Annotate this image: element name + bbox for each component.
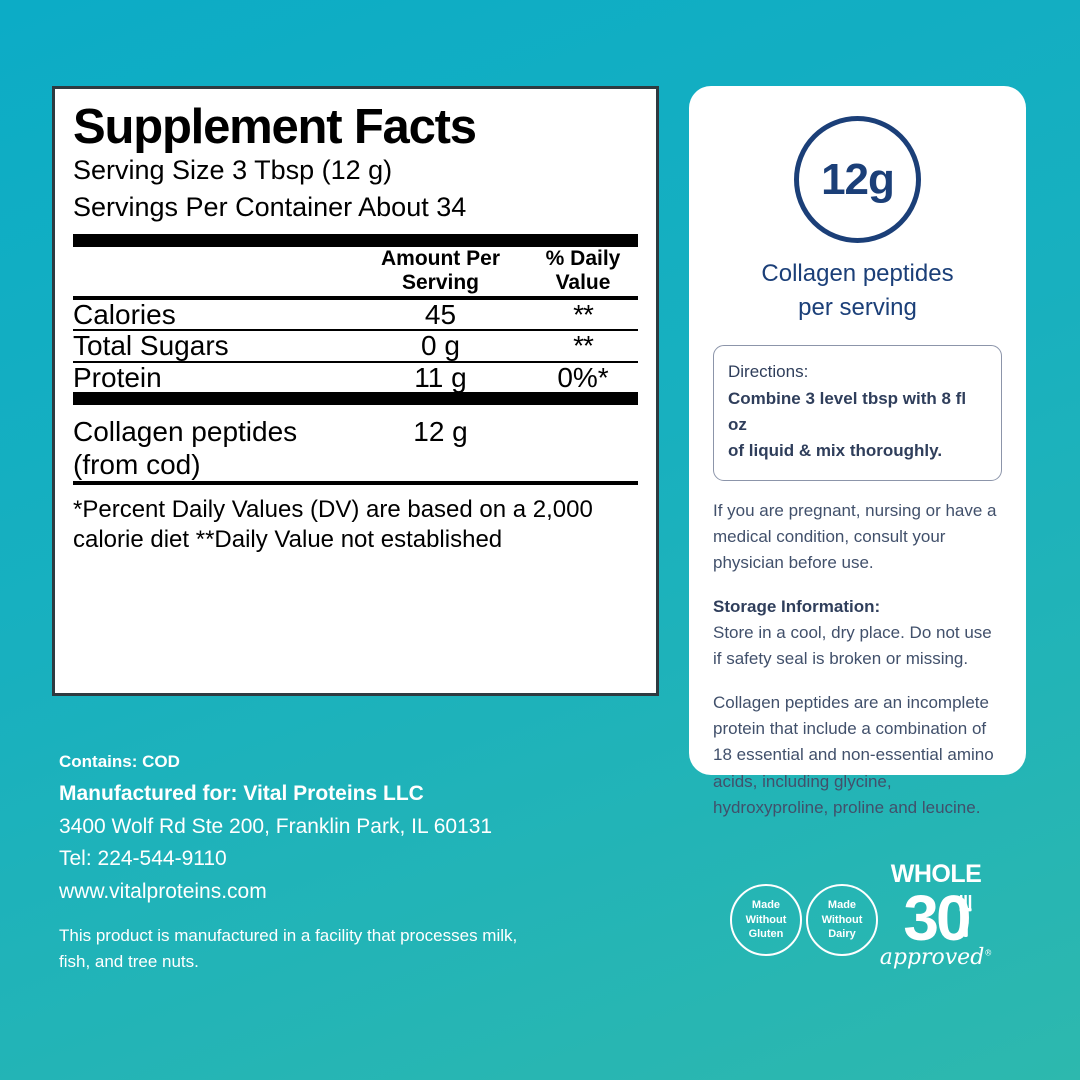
product-info-card: 12g Collagen peptides per serving Direct… [689,86,1026,817]
row-label: Calories [73,299,176,331]
pregnancy-warning: If you are pregnant, nursing or have a m… [713,500,997,573]
row-daily-value: ** [573,299,594,331]
made-without-gluten-badge: Made Without Gluten [730,884,802,956]
divider-footnote-top [73,480,638,485]
supplement-facts-table: Amount Per Serving % Daily Value [73,247,638,297]
facility-disclaimer: This product is manufactured in a facili… [59,926,518,971]
directions-box: Directions: Combine 3 level tbsp with 8 … [713,345,1002,481]
row-amount: 0 g [421,330,460,362]
table-row: Total Sugars 0 g ** [73,330,638,362]
collagen-row: Collagen peptides 12 g (from cod) [73,405,638,480]
made-without-dairy-badge: Made Without Dairy [806,884,878,956]
directions-line-2: of liquid & mix thoroughly. [728,441,943,461]
whole30-approved-logo: WHOLE 30 approved® [878,862,994,980]
row-amount: 45 [424,299,457,331]
row-daily-value: 0%* [557,361,609,393]
collagen-label: Collagen peptides [73,416,298,448]
manufacturer-info: Contains: COD Manufactured for: Vital Pr… [59,746,589,908]
supplement-facts-title: Supplement Facts [73,100,477,154]
collagen-daily-value [528,405,638,448]
company-website[interactable]: www.vitalproteins.com [59,879,267,903]
table-header-row: Amount Per Serving % Daily Value [73,247,638,297]
fork-icon [959,895,972,937]
company-phone: Tel: 224-544-9110 [59,847,227,871]
collagen-grams-badge: 12g [794,116,921,243]
collagen-per-serving-label: Collagen peptides per serving [761,260,954,322]
whole30-approved-text: approved® [879,945,993,970]
divider-thick-mid [73,392,638,406]
whole30-number: 30 [903,882,971,954]
storage-text: Store in a cool, dry place. Do not use i… [713,622,992,669]
table-row: Protein 11 g 0%* [73,361,638,393]
serving-size: Serving Size 3 Tbsp (12 g) [73,155,393,185]
whole30-wordmark: WHOLE [890,860,982,888]
collagen-description: Collagen peptides are an incomplete prot… [713,692,994,817]
header-daily-value: % Daily Value [545,246,621,295]
nutrient-rows: Calories 45 ** [73,299,638,331]
servings-per-container: Servings Per Container About 34 [73,192,467,223]
divider-header-bottom [73,296,638,301]
divider-thick-top [73,233,638,247]
storage-label: Storage Information: [713,596,881,616]
certification-badges: Made Without Gluten Made Without Dairy W… [726,862,1026,974]
trademark-symbol: ® [984,948,993,958]
row-label: Protein [73,361,162,393]
row-label: Total Sugars [73,330,229,362]
row-amount: 11 g [414,361,467,393]
row-divider-2 [73,360,638,363]
header-amount-per-serving: Amount Per Serving [380,246,500,295]
table-row: Calories 45 ** [73,299,638,331]
directions-label: Directions: [728,362,809,382]
collagen-grams-value: 12g [821,154,895,204]
collagen-amount: 12 g [413,416,468,448]
company-address: 3400 Wolf Rd Ste 200, Franklin Park, IL … [59,814,493,838]
row-divider-1 [73,329,638,332]
contains-allergens: Contains: COD [59,752,180,771]
storage-information: Storage Information: Store in a cool, dr… [713,594,1002,673]
manufactured-for: Manufactured for: Vital Proteins LLC [59,782,424,806]
daily-value-footnote: *Percent Daily Values (DV) are based on … [73,495,593,553]
row-daily-value: ** [573,330,594,362]
directions-line-1: Combine 3 level tbsp with 8 fl oz [728,388,967,434]
collagen-source: (from cod) [73,448,201,480]
supplement-facts-panel: Supplement Facts Serving Size 3 Tbsp (12… [52,86,659,696]
